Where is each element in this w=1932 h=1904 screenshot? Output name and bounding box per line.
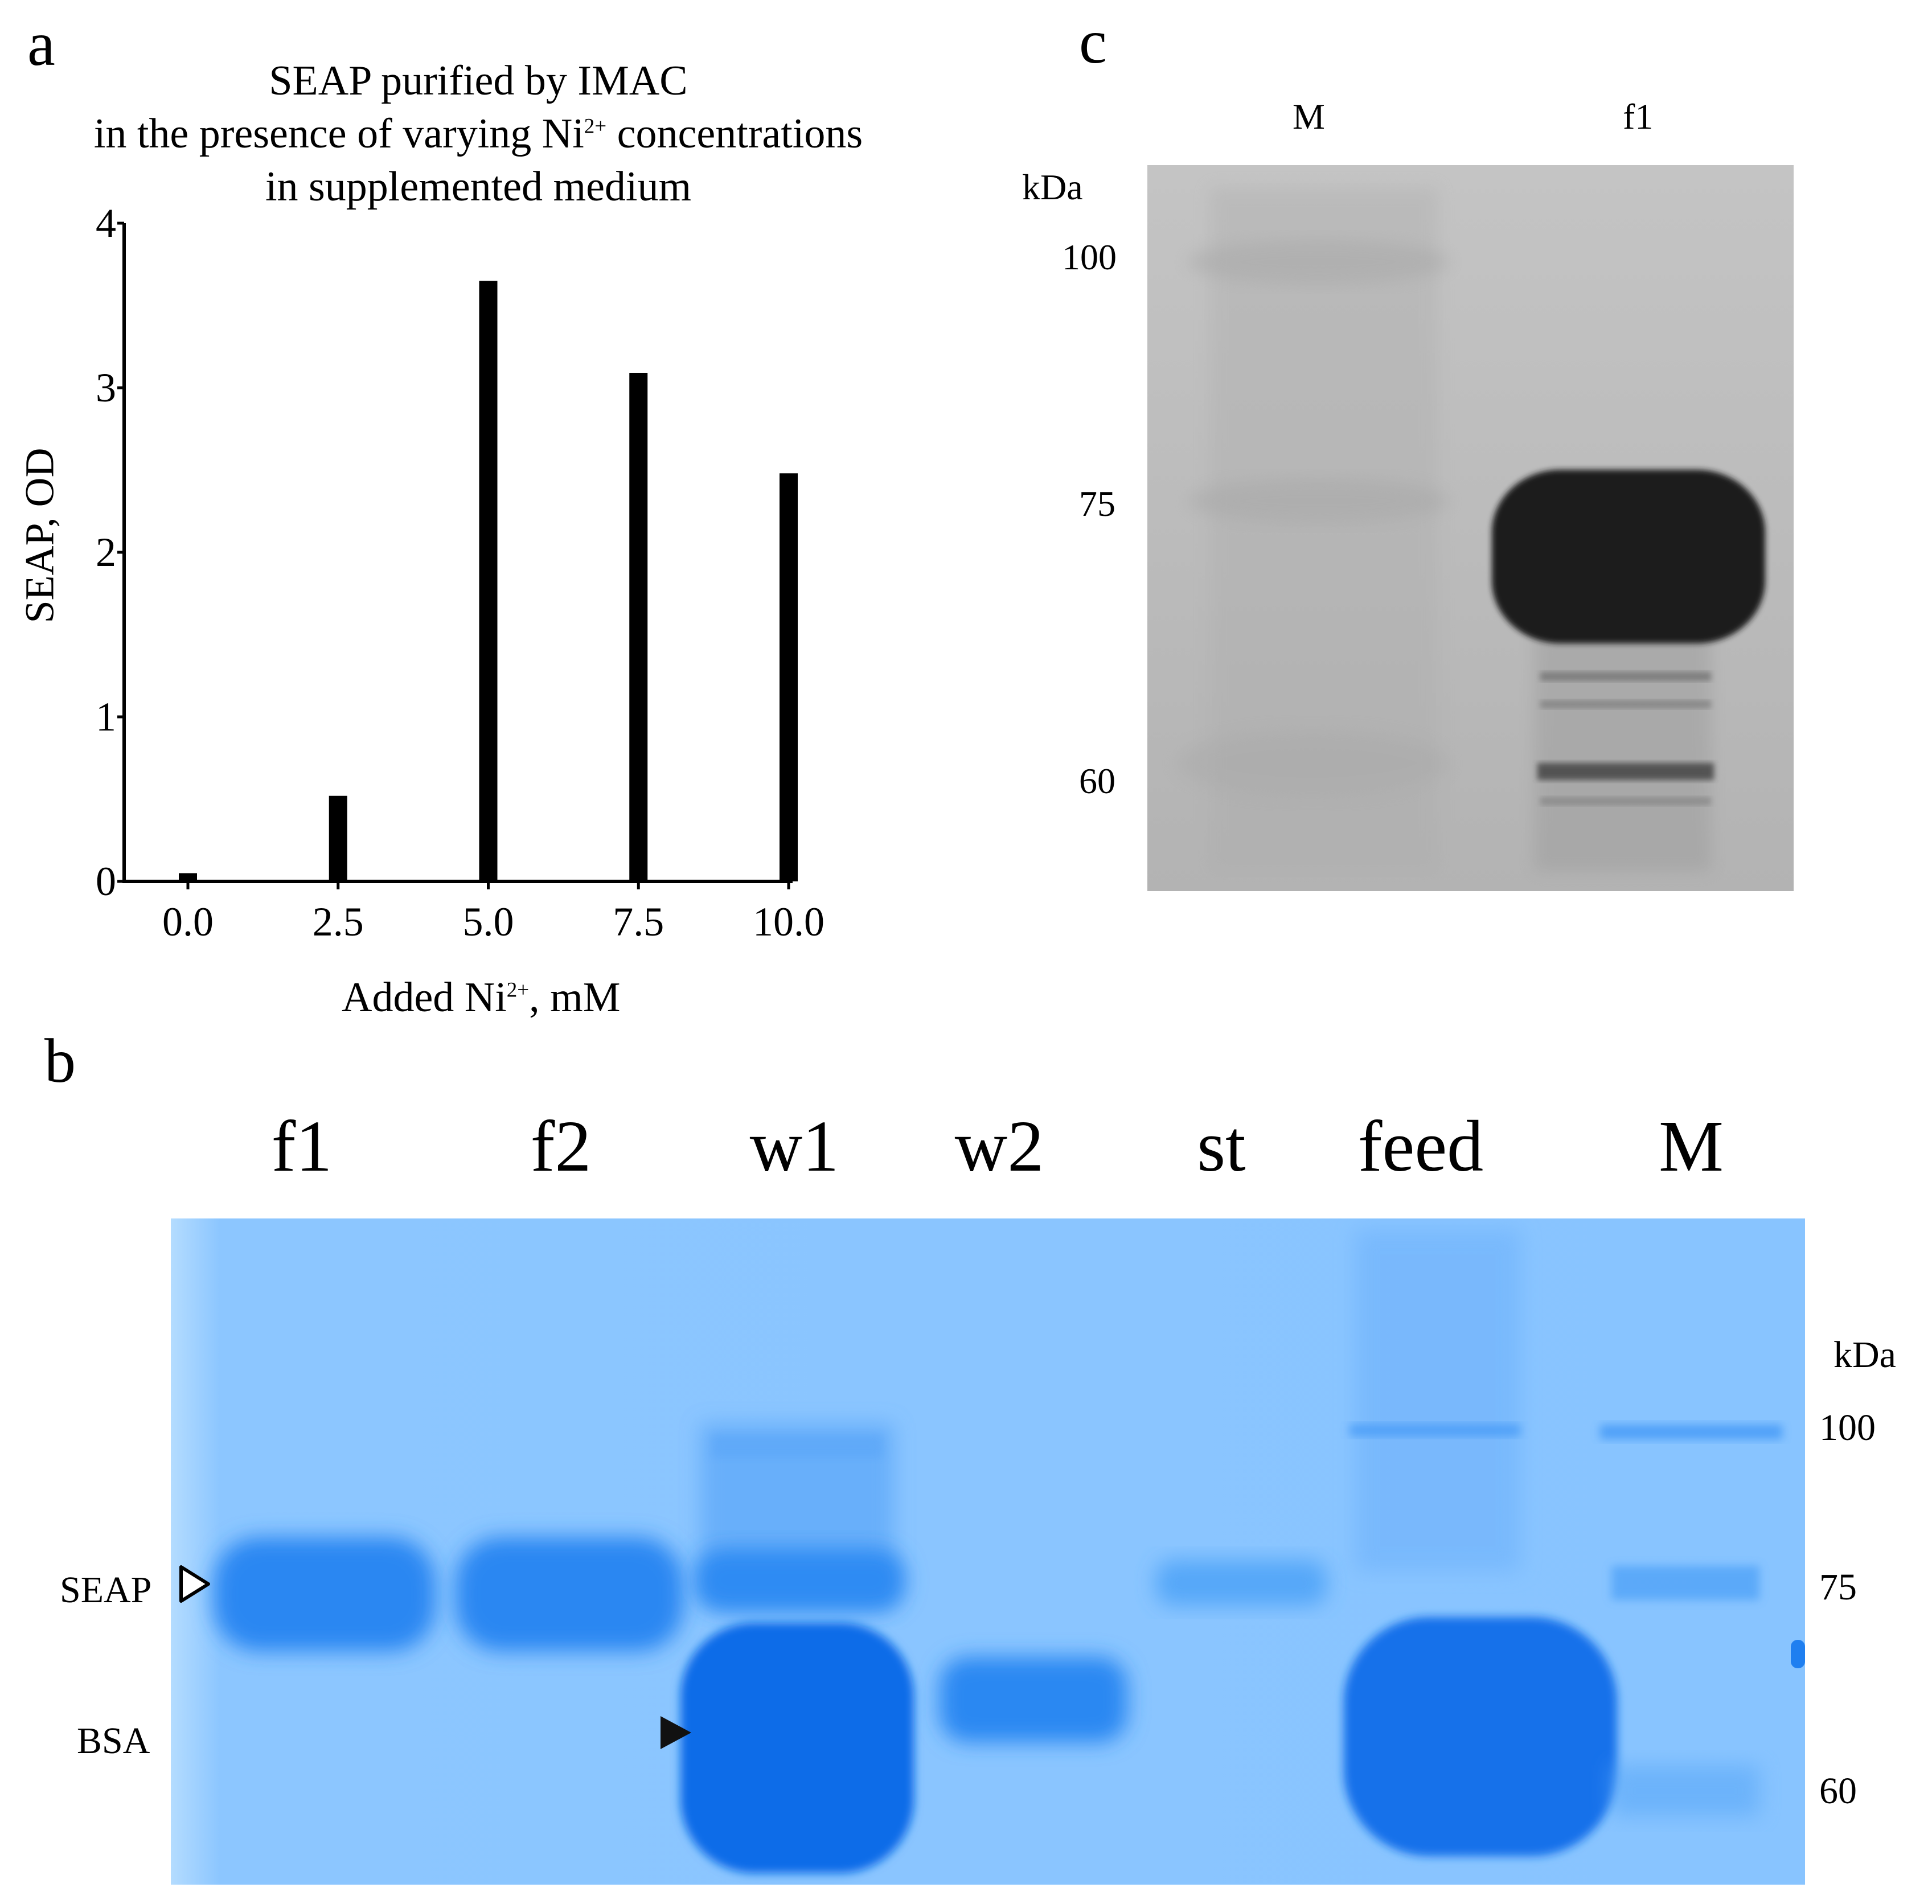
bar-0.0 [179, 873, 197, 881]
gel-b-w1-bsa-band [680, 1623, 914, 1873]
chart-title: SEAP purified by IMAC in the presence of… [11, 57, 945, 211]
gel-b-m-band-75 [1611, 1566, 1759, 1600]
panel-letter-c: c [1079, 7, 1107, 76]
x-axis-label: Added Ni2+, mM [342, 974, 621, 1022]
gel-b-lane-f2: f2 [530, 1106, 592, 1187]
y-tick-label: 3 [96, 365, 116, 411]
gel-b-marker-60: 60 [1819, 1770, 1857, 1812]
blot-c-f1-band-2 [1540, 700, 1711, 708]
gel-b-m-band-60 [1611, 1765, 1759, 1816]
gel-b-lane-feed: feed [1357, 1106, 1484, 1187]
gel-b-feed-band-100 [1349, 1425, 1520, 1436]
gel-b-feed-bsa-band [1344, 1617, 1617, 1856]
x-tick-label: 10.0 [753, 899, 825, 945]
gel-b-lane-w1: w1 [749, 1106, 839, 1187]
x-ticks: 0.0 2.5 5.0 7.5 10.0 [162, 881, 825, 945]
chart-axes [122, 223, 793, 883]
gel-b-lane-w2: w2 [954, 1106, 1044, 1187]
blot-c-marker-band-75 [1187, 478, 1449, 524]
seap-arrowhead [179, 1565, 210, 1603]
gel-b-st-band [1156, 1560, 1327, 1606]
gel-b-marker-100: 100 [1819, 1407, 1876, 1448]
blot-c-marker-band-100 [1187, 239, 1449, 285]
bar-10.0 [780, 473, 798, 881]
bar-7.5 [629, 372, 648, 881]
blot-c-marker-60: 60 [1079, 761, 1115, 801]
blot-c-f1-band-4 [1540, 797, 1711, 805]
gel-b-edge-dot [1791, 1640, 1805, 1668]
x-tick-label: 0.0 [162, 899, 214, 945]
western-blot-image [1147, 165, 1794, 891]
blot-c-f1-band-1 [1540, 672, 1711, 681]
bsa-arrowhead [661, 1716, 691, 1749]
gel-b-lane-m: M [1659, 1106, 1724, 1187]
gel-b-unit: kDa [1833, 1334, 1896, 1376]
y-tick-label: 0 [96, 859, 116, 904]
blot-c-f1-band-3 [1537, 763, 1714, 780]
bar-chart: 0 1 2 3 4 0.0 2.5 5.0 7.5 10.0 [96, 200, 825, 945]
x-tick-label: 7.5 [613, 899, 664, 945]
blot-c-f1-main-band [1492, 470, 1765, 643]
bar-5.0 [479, 281, 498, 881]
chart-title-line-1: SEAP purified by IMAC [269, 58, 688, 104]
chart-title-line-2: in the presence of varying Ni2+ concentr… [11, 110, 945, 158]
x-tick-label: 5.0 [463, 899, 514, 945]
chart-title-line-2-text: in the presence of varying Ni [93, 110, 584, 157]
sds-page-gel-image [171, 1218, 1805, 1885]
panel-letter-b: b [44, 1026, 76, 1095]
gel-b-feed-smear [1355, 1230, 1520, 1571]
blot-c-unit: kDa [1022, 167, 1083, 207]
chart-title-line-3: in supplemented medium [265, 163, 692, 210]
chart-title-line-2-sup: 2+ [584, 114, 607, 138]
gel-b-w1-band-100 [712, 1435, 883, 1458]
gel-b-lane-f1: f1 [271, 1106, 333, 1187]
blot-c-lane-f1: f1 [1623, 96, 1654, 137]
x-axis-label-text: Added Ni [342, 974, 507, 1021]
gel-b-marker-75: 75 [1819, 1566, 1857, 1608]
gel-b-w2-band [940, 1657, 1127, 1742]
x-tick-label: 2.5 [313, 899, 364, 945]
gel-b-lane-st: st [1197, 1106, 1246, 1187]
y-tick-label: 2 [96, 530, 116, 575]
panel-letter-a: a [27, 9, 55, 79]
bsa-label: BSA [77, 1720, 150, 1762]
gel-b-m-band-100 [1600, 1425, 1782, 1439]
x-axis-label-tail: , mM [529, 974, 621, 1021]
gel-b-f1-seap-band [214, 1537, 436, 1651]
gel-b-f2-seap-band [456, 1537, 683, 1651]
chart-title-line-2-tail: concentrations [606, 110, 863, 157]
bar-2.5 [329, 795, 347, 881]
blot-c-lane-m: M [1293, 96, 1325, 137]
seap-label: SEAP [60, 1569, 152, 1611]
blot-c-marker-band-60 [1176, 729, 1449, 797]
blot-c-marker-75: 75 [1079, 483, 1115, 524]
blot-c-f1-smear [1535, 609, 1711, 871]
x-axis-label-sup: 2+ [506, 978, 530, 1002]
y-ticks: 0 1 2 3 4 [96, 200, 124, 904]
blot-c-marker-100: 100 [1062, 237, 1117, 277]
y-tick-label: 4 [96, 200, 116, 246]
y-tick-label: 1 [96, 694, 116, 740]
gel-b-w1-seap-band [695, 1549, 905, 1611]
bars [179, 281, 798, 881]
